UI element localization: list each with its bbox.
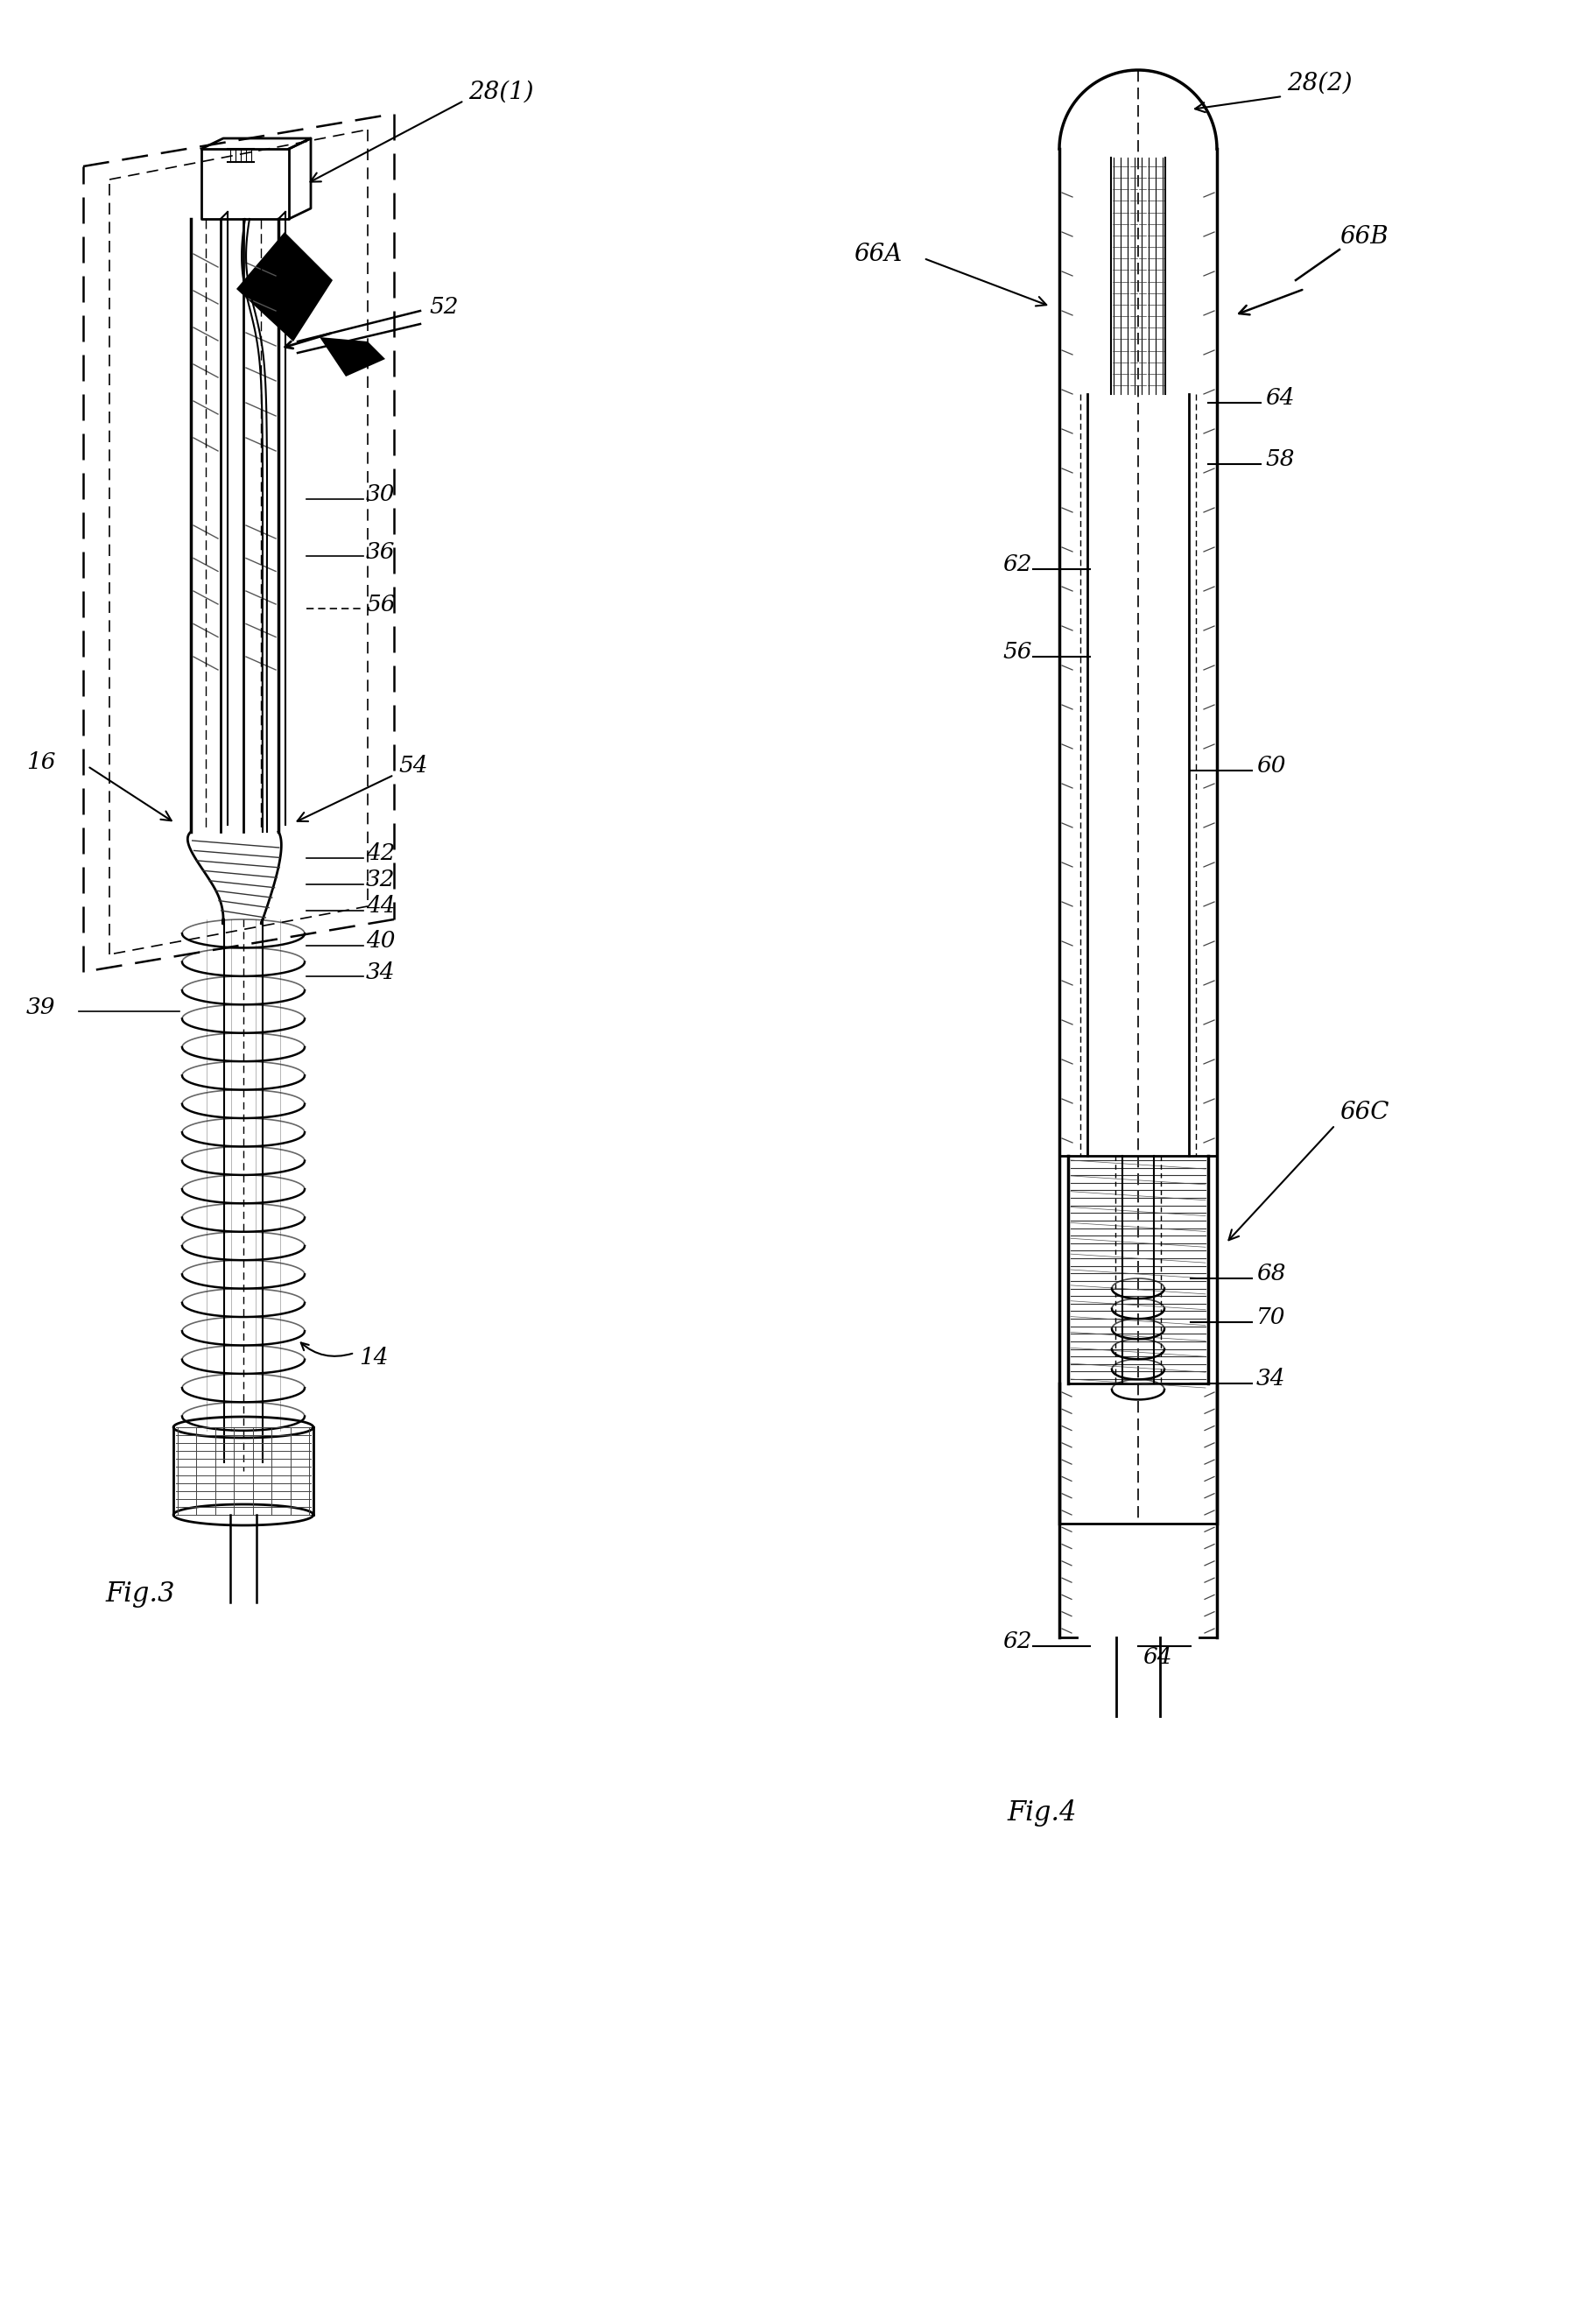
Text: 58: 58 <box>1264 448 1294 471</box>
Text: Fig.3: Fig.3 <box>105 1579 174 1607</box>
Text: 64: 64 <box>1264 388 1294 409</box>
Text: 64: 64 <box>1141 1646 1171 1669</box>
Text: 16: 16 <box>26 750 56 774</box>
Text: 34: 34 <box>1256 1369 1285 1390</box>
Polygon shape <box>236 231 332 342</box>
Text: 39: 39 <box>26 995 56 1018</box>
Text: 56: 56 <box>365 593 396 614</box>
Text: 54: 54 <box>397 755 428 778</box>
Text: 60: 60 <box>1256 755 1285 778</box>
Text: 68: 68 <box>1256 1263 1285 1286</box>
Text: 52: 52 <box>429 296 458 316</box>
Text: 70: 70 <box>1256 1307 1285 1328</box>
Text: 44: 44 <box>365 896 396 917</box>
Text: 62: 62 <box>1002 554 1031 575</box>
Text: 40: 40 <box>365 931 396 951</box>
Text: 28(2): 28(2) <box>1286 72 1352 95</box>
Polygon shape <box>319 337 385 376</box>
Text: 66B: 66B <box>1339 224 1387 249</box>
Text: 42: 42 <box>365 843 396 864</box>
Text: 66C: 66C <box>1339 1099 1389 1124</box>
Text: Fig.4: Fig.4 <box>1005 1799 1076 1826</box>
Text: 28(1): 28(1) <box>468 81 533 104</box>
Text: 56: 56 <box>1002 642 1031 663</box>
Text: 62: 62 <box>1002 1630 1031 1653</box>
Text: 30: 30 <box>365 485 396 506</box>
Text: 36: 36 <box>365 540 396 563</box>
Text: 14: 14 <box>359 1346 388 1369</box>
Text: 32: 32 <box>365 868 396 891</box>
Text: 34: 34 <box>365 961 396 984</box>
Text: 66A: 66A <box>854 242 902 266</box>
